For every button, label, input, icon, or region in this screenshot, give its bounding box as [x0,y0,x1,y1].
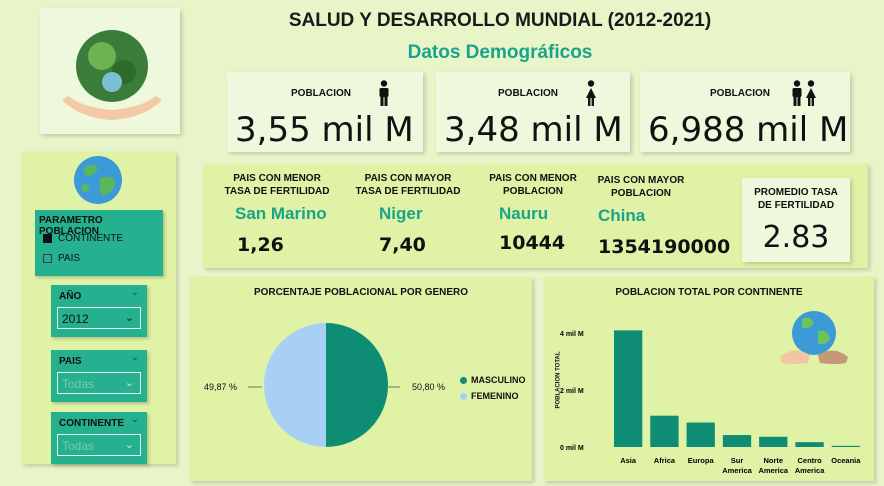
x-tick-label: Centro [797,456,822,465]
female-icon [586,80,596,106]
kpi-label: POBLACION [291,88,351,99]
kpi-value: 3,48 mil M [444,110,623,150]
kpi-card-female: POBLACION 3,48 mil M [436,72,630,152]
chevron-down-icon: ⌄ [124,439,134,451]
country-dropdown[interactable]: Todas ⌄ [57,372,141,394]
bar-chart-card: POBLACION TOTAL POR CONTINENTE POBLACION… [544,277,874,481]
stat-country: San Marino [235,204,327,223]
x-tick-label: America [722,466,752,475]
kpi-label: POBLACION [498,88,558,99]
kpi-value: 6,988 mil M [648,110,849,150]
globe-icon [74,156,122,204]
bar-africa[interactable] [650,415,679,447]
stat-country: Niger [379,204,423,223]
bar-chart: 0 mil M 2 mil M 4 mil M Asia Africa Europa Sur… [560,330,861,475]
year-dropdown[interactable]: 2012 ⌄ [57,307,141,329]
x-tick-label: Sur [731,456,744,465]
stat-country: Nauru [499,204,549,223]
pie-chart-card: PORCENTAJE POBLACIONAL POR GENERO 49,87 … [190,277,532,481]
bar-sur-america[interactable] [722,435,752,447]
year-slicer: AÑO ⌄ 2012 ⌄ [51,285,147,337]
bar-chart-title: POBLACION TOTAL POR CONTINENTE [615,287,803,298]
chevron-down-icon[interactable]: ⌄ [130,414,139,425]
bar-europa[interactable] [686,422,715,447]
stat-value: 7,40 [379,234,426,256]
fertility-label: PROMEDIO TASA DE FERTILIDAD [754,187,838,211]
legend-masculino: MASCULINO [460,375,526,385]
logo-card [40,8,180,134]
kpi-card-male: POBLACION 3,55 mil M [227,72,423,152]
x-tick-label: America [758,466,788,475]
stat-label: PAIS CON MAYOR TASA DE FERTILIDAD [355,173,461,197]
x-tick-label: Norte [763,456,783,465]
page-subtitle: Datos Demográficos [407,42,593,63]
pie-slice-masculino [326,323,388,447]
page-title: SALUD Y DESARROLLO MUNDIAL (2012-2021) [288,10,712,31]
pie-left-label: 49,87 % [204,382,238,392]
stat-value: 10444 [499,232,566,254]
legend-femenino: FEMENINO [460,391,519,401]
param-poblacion-slicer: PARAMETRO POBLACION CONTINENTE PAIS [35,210,163,276]
chevron-down-icon[interactable]: ⌄ [130,287,139,298]
x-tick-label: Europa [688,456,715,465]
y-tick-label: 0 mil M [560,445,584,452]
kpi-label: POBLACION [710,88,770,99]
fertility-card: PROMEDIO TASA DE FERTILIDAD 2.83 [742,178,850,262]
legend-dot [460,392,467,400]
kpi-value: 3,55 mil M [235,110,414,150]
stat-value: 1354190000 [598,236,731,258]
chevron-down-icon: ⌄ [124,312,134,324]
kpi-card-total: POBLACION 6,988 mil M [640,72,850,152]
pie-slice-femenino [264,323,326,447]
param-option-continente[interactable]: CONTINENTE [43,233,123,244]
x-tick-label: Africa [654,456,676,465]
stat-label: PAIS CON MENOR TASA DE FERTILIDAD [224,173,330,197]
pie-chart [248,323,400,447]
bar-centro-america[interactable] [795,442,824,447]
country-label: PAIS [59,356,82,367]
checkbox-checked[interactable] [43,234,52,243]
pie-chart-title: PORCENTAJE POBLACIONAL POR GENERO [253,287,469,298]
year-label: AÑO [59,291,82,302]
chevron-down-icon: ⌄ [124,377,134,389]
y-tick-label: 2 mil M [560,388,584,395]
stat-value: 1,26 [237,234,284,256]
globe-hands-logo [62,30,162,120]
legend-dot [460,376,467,384]
pie-right-label: 50,80 % [412,382,446,392]
country-slicer: PAIS ⌄ Todas ⌄ [51,350,147,402]
fertility-value: 2.83 [762,220,830,255]
continent-label: CONTINENTE [59,418,124,429]
stat-label: PAIS CON MAYOR POBLACION [597,175,685,199]
male-icon [379,80,389,106]
x-tick-label: Asia [620,456,637,465]
param-option-pais[interactable]: PAIS [43,253,80,264]
param-title: PARAMETRO POBLACION [39,215,103,237]
chevron-down-icon[interactable]: ⌄ [130,352,139,363]
stat-label: PAIS CON MENOR POBLACION [489,173,577,197]
bar-oceania[interactable] [831,445,861,447]
continent-dropdown[interactable]: Todas ⌄ [57,434,141,456]
hands-globe-icon [780,311,848,364]
bar-norte-america[interactable] [759,436,788,447]
couple-icon [792,80,816,106]
checkbox-unchecked[interactable] [43,254,52,263]
stat-country: China [598,206,646,225]
continent-slicer: CONTINENTE ⌄ Todas ⌄ [51,412,147,464]
x-tick-label: America [795,466,825,475]
bar-asia[interactable] [613,330,643,447]
y-tick-label: 4 mil M [560,331,584,338]
x-tick-label: Oceania [831,456,861,465]
